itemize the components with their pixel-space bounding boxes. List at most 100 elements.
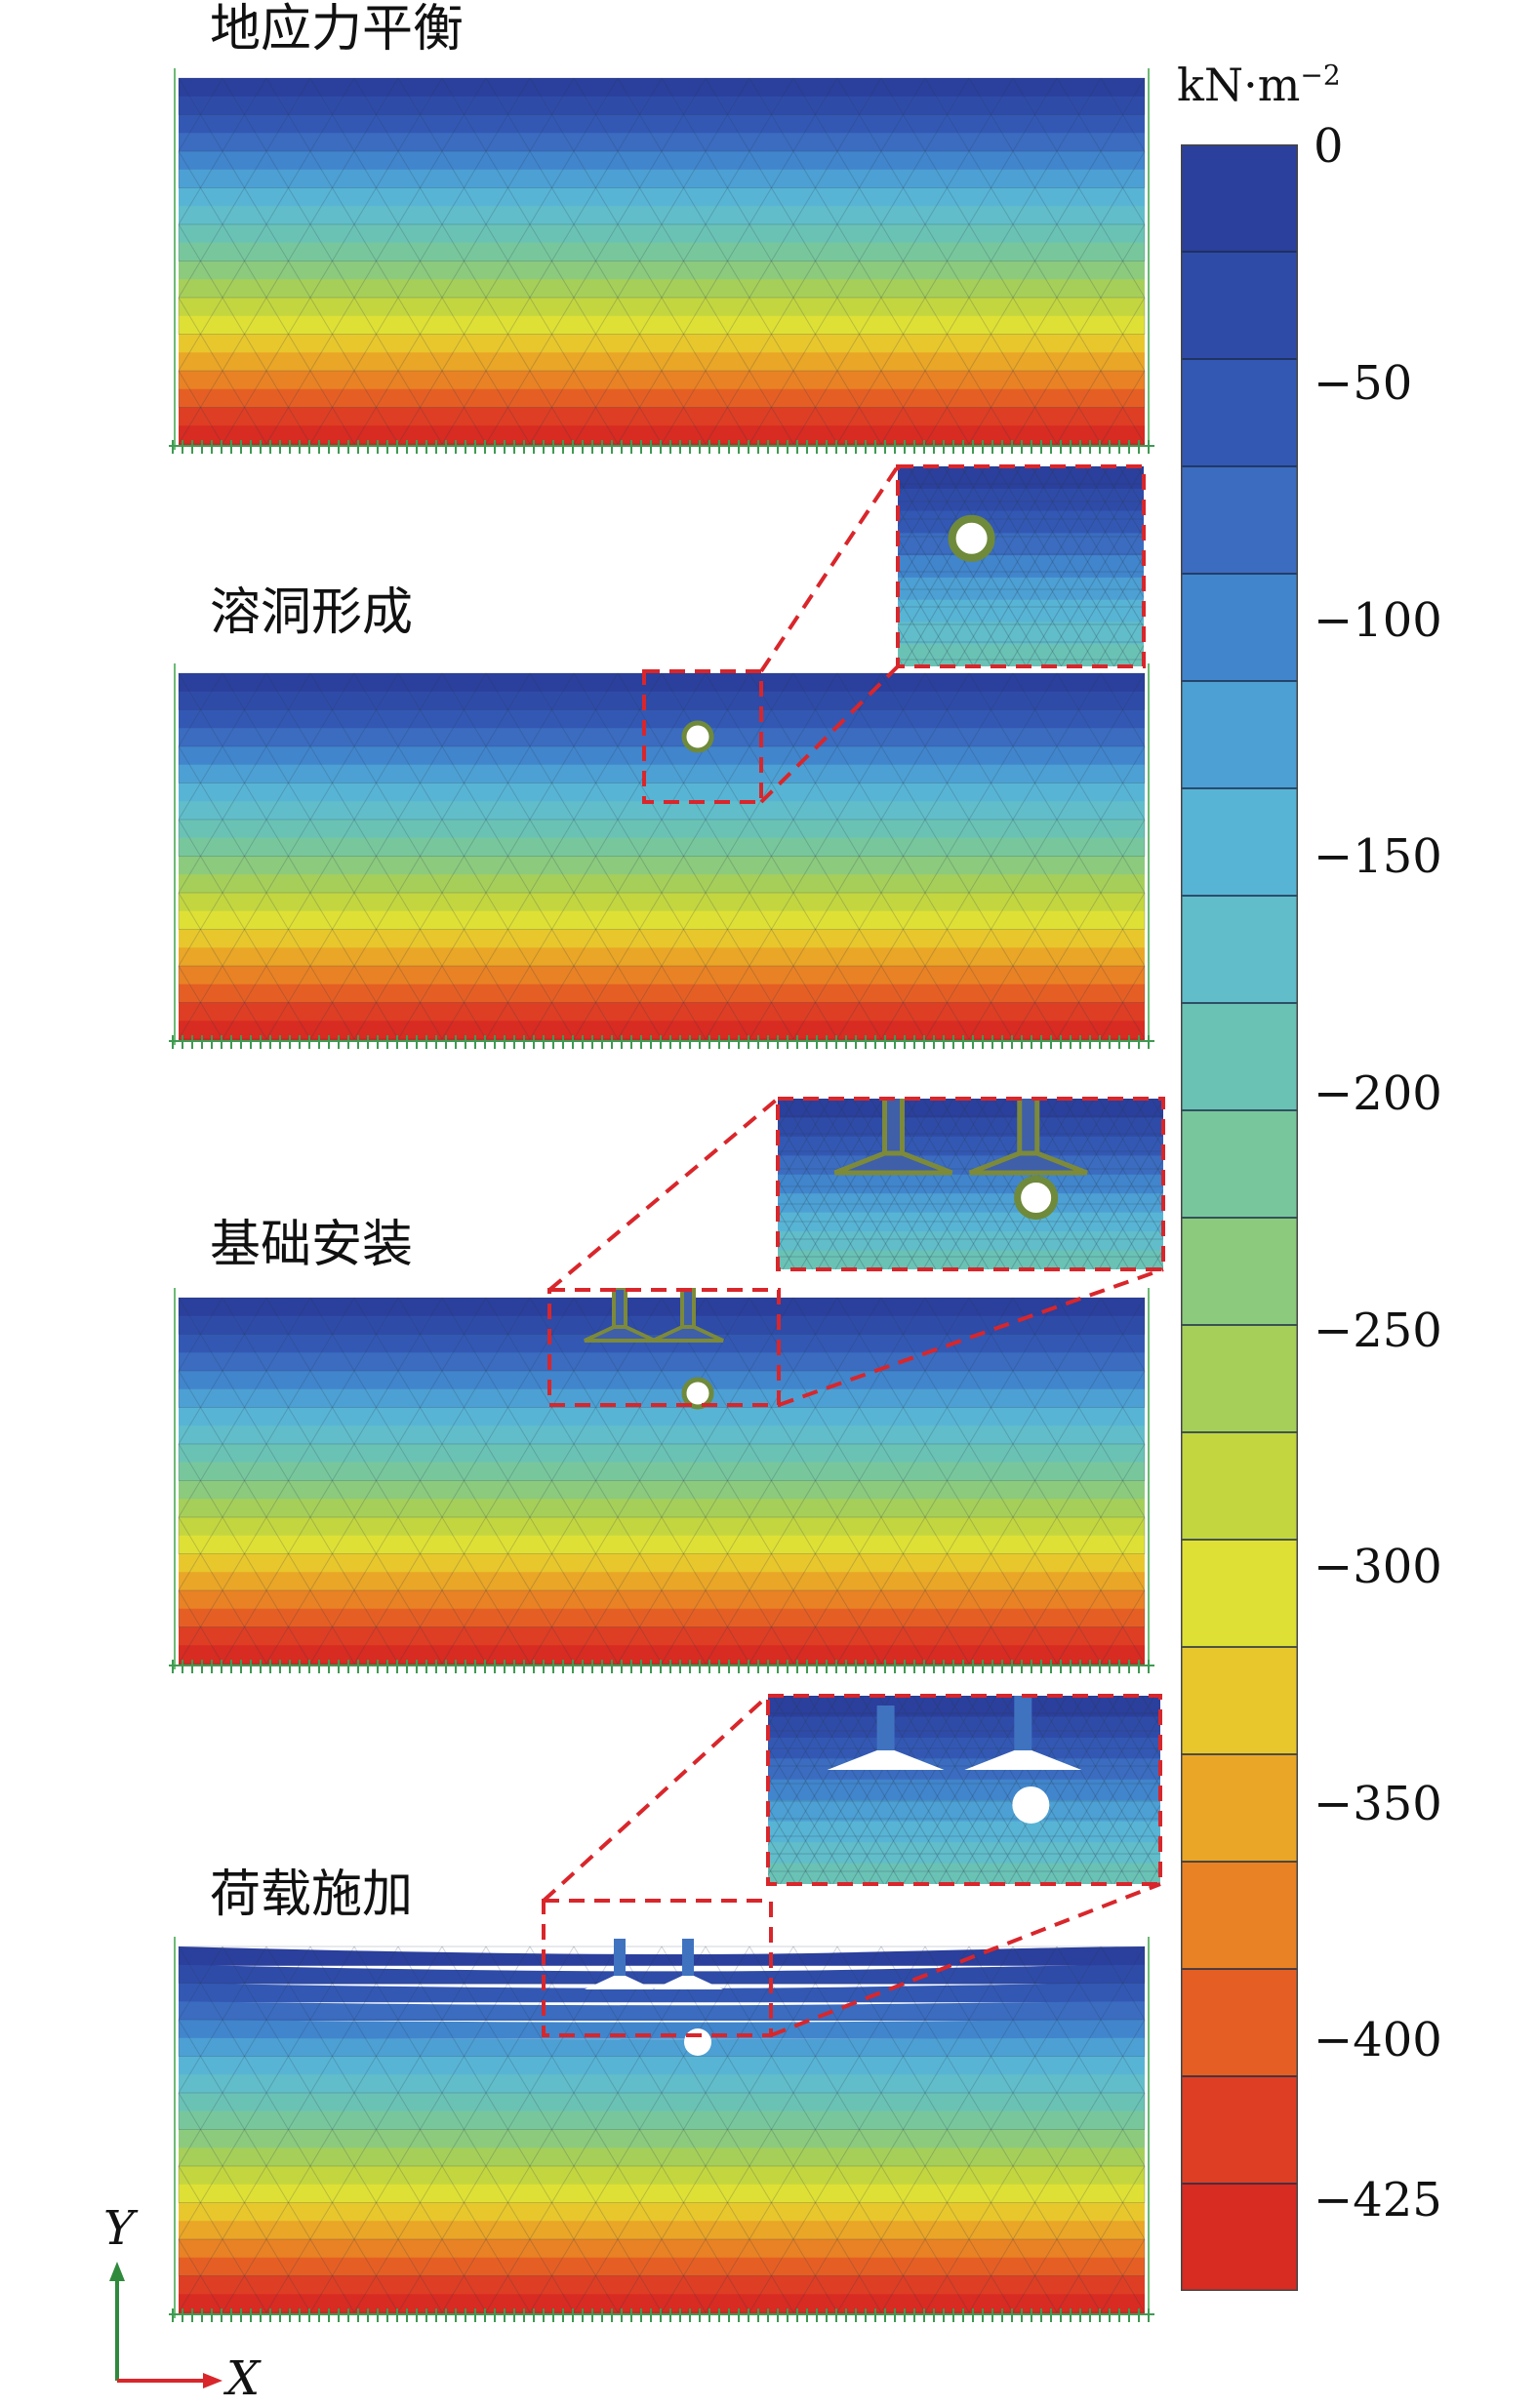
mesh-line xyxy=(244,297,267,335)
mesh-line xyxy=(573,297,596,335)
mesh-line xyxy=(617,261,640,299)
mesh-line xyxy=(1056,1480,1079,1518)
legend-unit-label: kN·m−2 xyxy=(1177,59,1341,111)
legend-band-18 xyxy=(1181,2076,1298,2185)
mesh-line xyxy=(529,2165,552,2203)
mesh-line xyxy=(1100,1626,1123,1665)
mesh-line xyxy=(420,892,443,930)
contour-band xyxy=(179,1462,1145,1482)
mesh-line xyxy=(683,965,707,1003)
mesh-line xyxy=(1034,2202,1058,2240)
stage-4-panel xyxy=(161,1937,1156,2332)
contour-band xyxy=(179,1021,1145,1040)
stage-4-inset-frame xyxy=(766,1694,1162,1886)
mesh-line xyxy=(1078,407,1102,445)
contour-band xyxy=(179,151,1145,171)
mesh-line xyxy=(332,2275,355,2313)
mesh-line xyxy=(507,2238,531,2276)
color-legend: kN·m−2 0 −50 −100 −150 −200 −250 −300 −350 −400−… xyxy=(1122,59,1532,2291)
mesh-line xyxy=(353,709,377,747)
mesh-line xyxy=(420,672,443,710)
contour-band xyxy=(179,1334,1145,1354)
bottom-supports xyxy=(169,1660,1154,1673)
mesh-line xyxy=(903,1407,926,1445)
mesh-line xyxy=(1012,2056,1035,2094)
legend-tick-label: 0 xyxy=(1314,119,1344,174)
mesh-line xyxy=(200,819,223,857)
contour-band xyxy=(179,425,1145,445)
mesh-line xyxy=(376,1002,399,1040)
mesh-line xyxy=(661,1370,684,1408)
mesh-line xyxy=(222,783,245,821)
mesh-line xyxy=(420,187,443,225)
mesh-line xyxy=(1100,2019,1123,2057)
mesh-line xyxy=(441,1983,465,2021)
mesh-line xyxy=(903,1983,926,2021)
inset-mesh-line xyxy=(764,1098,867,1270)
mesh-line xyxy=(507,819,531,857)
mesh-line xyxy=(288,297,311,335)
mesh-line xyxy=(529,856,552,894)
inset-mesh-line xyxy=(1008,1695,1120,1885)
inset-mesh-line xyxy=(870,1098,972,1270)
mesh-line xyxy=(200,407,223,445)
mesh-line xyxy=(573,187,596,225)
mesh-line xyxy=(968,77,991,115)
contour-band xyxy=(179,983,1145,1004)
mesh-line xyxy=(1078,1589,1102,1627)
mesh-line xyxy=(836,709,860,747)
mesh-line xyxy=(815,1516,838,1554)
mesh-line xyxy=(924,2238,948,2276)
contour-band xyxy=(179,728,1145,747)
mesh-line xyxy=(661,892,684,930)
mesh-line xyxy=(244,334,267,372)
mesh-line xyxy=(639,1443,663,1481)
mesh-line xyxy=(265,1407,289,1445)
mesh-line xyxy=(507,77,531,115)
mesh-line xyxy=(880,223,904,261)
mesh-line xyxy=(332,1946,355,1984)
mesh-line xyxy=(683,77,707,115)
mesh-line xyxy=(1100,2165,1123,2203)
mesh-line xyxy=(836,1370,860,1408)
mesh-line xyxy=(968,819,991,857)
mesh-line xyxy=(397,370,421,408)
mesh-line xyxy=(947,1407,970,1445)
mesh-line xyxy=(222,929,245,967)
mesh-line xyxy=(903,709,926,747)
mesh-line xyxy=(968,114,991,152)
mesh-line xyxy=(288,1553,311,1591)
contour-band xyxy=(179,2056,1145,2076)
mesh-line xyxy=(748,407,772,445)
mesh-line xyxy=(441,114,465,152)
mesh-line xyxy=(222,1480,245,1518)
mesh-line xyxy=(376,1626,399,1665)
inset-mesh-line xyxy=(885,1695,997,1885)
mesh-line xyxy=(397,709,421,747)
mesh-line xyxy=(288,672,311,710)
mesh-line xyxy=(792,77,816,115)
mesh-line xyxy=(309,672,333,710)
inset-mesh-line xyxy=(955,1695,1068,1885)
mesh-line xyxy=(1122,261,1146,299)
mesh-line xyxy=(771,223,794,261)
mesh-line xyxy=(683,1480,707,1518)
mesh-line xyxy=(507,297,531,335)
legend-unit: kN·m xyxy=(1177,59,1301,111)
mesh-line xyxy=(485,407,508,445)
mesh-line xyxy=(376,2165,399,2203)
mesh-line xyxy=(332,856,355,894)
mesh-line xyxy=(771,1516,794,1554)
mesh-line xyxy=(947,1983,970,2021)
mesh-line xyxy=(1056,672,1079,710)
mesh-line xyxy=(332,783,355,821)
mesh-line xyxy=(222,223,245,261)
mesh-line xyxy=(859,892,882,930)
mesh-line xyxy=(705,929,728,967)
mesh-line xyxy=(880,1516,904,1554)
inset-mesh-line xyxy=(990,465,1110,667)
mesh-line xyxy=(441,77,465,115)
inset-contour-band xyxy=(778,1099,1163,1119)
mesh-line xyxy=(683,370,707,408)
mesh-line xyxy=(1012,223,1035,261)
